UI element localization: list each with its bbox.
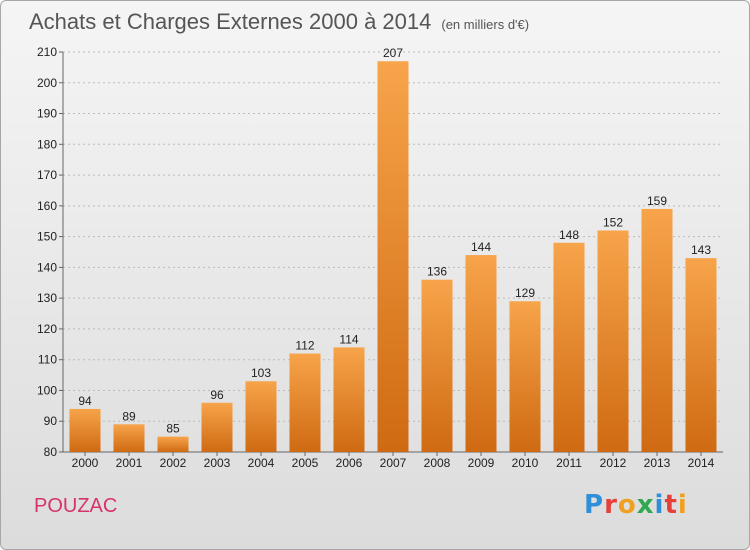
- x-tick-label: 2009: [468, 456, 495, 470]
- y-tick-label: 150: [37, 230, 57, 244]
- x-tick-label: 2002: [160, 456, 187, 470]
- data-label: 148: [559, 228, 579, 242]
- data-label: 143: [691, 243, 711, 257]
- bar: [201, 402, 233, 452]
- x-tick-label: 2005: [292, 456, 319, 470]
- bar: [641, 208, 673, 452]
- data-label: 129: [515, 286, 535, 300]
- x-tick-label: 2001: [116, 456, 143, 470]
- bar: [377, 61, 409, 452]
- x-tick-label: 2006: [336, 456, 363, 470]
- data-label: 85: [166, 422, 180, 436]
- y-tick-label: 100: [37, 383, 57, 397]
- x-tick-label: 2004: [248, 456, 275, 470]
- bar: [465, 255, 497, 452]
- data-label: 152: [603, 215, 623, 229]
- y-tick-label: 200: [37, 76, 57, 90]
- title-text: Achats et Charges Externes 2000 à 2014: [29, 9, 432, 34]
- x-tick-label: 2008: [424, 456, 451, 470]
- brand-logo: Proxiti: [584, 490, 688, 520]
- y-tick-label: 80: [44, 445, 58, 459]
- y-tick-label: 90: [44, 414, 58, 428]
- y-tick-label: 130: [37, 291, 57, 305]
- bar: [113, 424, 145, 452]
- data-label: 96: [210, 388, 224, 402]
- y-tick-label: 210: [37, 45, 57, 59]
- y-tick-label: 180: [37, 137, 57, 151]
- bar: [289, 353, 321, 452]
- place-name: POUZAC: [34, 495, 118, 517]
- data-label: 89: [122, 409, 136, 423]
- bar: [333, 347, 365, 452]
- x-tick-label: 2014: [688, 456, 715, 470]
- data-label: 144: [471, 240, 491, 254]
- data-label: 159: [647, 194, 667, 208]
- y-tick-label: 110: [38, 353, 57, 367]
- y-tick-label: 160: [37, 199, 57, 213]
- bar: [553, 242, 585, 452]
- bar: [597, 230, 629, 452]
- bar: [685, 258, 717, 452]
- data-label: 207: [383, 46, 403, 60]
- x-tick-label: 2000: [72, 456, 99, 470]
- axes: 8090100110120130140150160170180190200210…: [37, 45, 723, 470]
- data-label: 112: [295, 339, 314, 353]
- y-tick-label: 190: [37, 107, 57, 121]
- data-labels: 94 89 85 96 103 112 114 207 136 144 129 148 152 159 14…: [78, 46, 711, 435]
- x-tick-label: 2003: [204, 456, 231, 470]
- x-tick-label: 2007: [380, 456, 407, 470]
- y-tick-label: 140: [37, 260, 57, 274]
- data-label: 136: [427, 265, 447, 279]
- bar: [157, 436, 189, 452]
- data-label: 103: [251, 366, 271, 380]
- bar: [69, 408, 101, 452]
- data-label: 94: [78, 394, 92, 408]
- y-tick-label: 170: [37, 168, 57, 182]
- chart-title: Achats et Charges Externes 2000 à 2014 (e…: [29, 9, 529, 35]
- y-tick-label: 120: [37, 322, 57, 336]
- bar: [245, 381, 277, 452]
- x-tick-label: 2010: [512, 456, 539, 470]
- x-tick-label: 2013: [644, 456, 671, 470]
- bars: [69, 61, 717, 452]
- bar: [421, 279, 453, 452]
- unit-label: (en milliers d'€): [441, 17, 530, 32]
- x-tick-label: 2012: [600, 456, 627, 470]
- data-label: 114: [339, 332, 358, 346]
- x-tick-label: 2011: [556, 456, 582, 470]
- bar: [509, 301, 541, 452]
